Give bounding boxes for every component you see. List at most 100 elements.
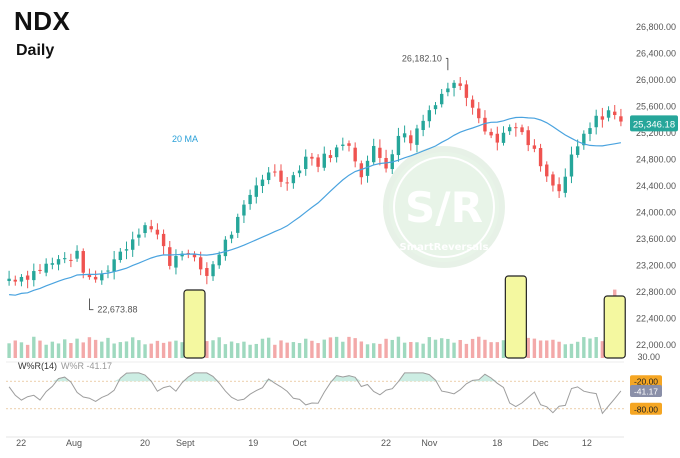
wr-current-badge	[630, 384, 662, 397]
volume-bar	[532, 338, 537, 358]
candle-body	[198, 257, 203, 270]
candle-body	[106, 270, 110, 272]
candle-body	[470, 99, 475, 108]
volume-bar	[310, 340, 314, 358]
candle-body	[304, 156, 308, 170]
volume-bar	[285, 342, 289, 358]
candle-body	[483, 117, 487, 132]
volume-bar	[557, 341, 561, 358]
williams-r-pane	[6, 372, 624, 415]
y-tick-label: 23,600.00	[636, 234, 676, 244]
candle-body	[279, 170, 283, 182]
volume-bar	[359, 341, 364, 358]
volume-bar	[334, 336, 339, 358]
candle-body	[63, 258, 67, 260]
volume-bar	[266, 337, 271, 358]
volume-bar	[347, 336, 351, 358]
candle-body	[458, 83, 462, 86]
candle-body	[223, 239, 228, 257]
x-tick-label: Sept	[176, 438, 195, 448]
candle-body	[44, 263, 48, 273]
candle-body	[347, 143, 351, 146]
volume-bar	[538, 340, 543, 358]
candle-body	[507, 127, 512, 132]
price-annotations: 26,182.10 22,673.88	[89, 53, 449, 315]
wr-lower-badge	[630, 402, 662, 415]
candle-body	[545, 164, 549, 177]
candle-body	[538, 148, 543, 167]
watermark-brand: SmartReversals	[400, 242, 489, 253]
candle-body	[56, 259, 61, 265]
chart-title: NDX	[14, 6, 71, 36]
x-tick-label: 20	[140, 438, 150, 448]
volume-bar	[421, 343, 425, 358]
volume-bar	[112, 343, 116, 358]
volume-bar	[545, 340, 549, 358]
volume-bar	[7, 343, 11, 358]
candle-body	[439, 93, 444, 105]
volume-bar	[38, 340, 42, 358]
x-tick-label: 18	[492, 438, 502, 448]
volume-bar	[390, 339, 394, 358]
volume-bar	[328, 337, 333, 358]
volume-bar	[575, 341, 580, 358]
candle-body	[236, 216, 240, 233]
last-price-badge	[630, 115, 678, 132]
volume-bar	[409, 341, 413, 358]
volume-bar	[526, 337, 530, 358]
candle-body	[25, 275, 30, 280]
volume-bar	[433, 339, 438, 358]
volume-bar	[477, 336, 481, 358]
candle-body	[254, 185, 258, 197]
candle-body	[526, 130, 530, 146]
volume-bar	[44, 344, 48, 358]
candle-body	[477, 108, 481, 119]
volume-bar	[223, 344, 228, 358]
candle-body	[613, 111, 617, 115]
candle-body	[205, 268, 209, 276]
low-label: 22,673.88	[97, 305, 137, 315]
candle-body	[124, 249, 129, 251]
candle-body	[161, 233, 166, 247]
volume-bar	[297, 343, 302, 358]
x-tick-label: 22	[16, 438, 26, 448]
candle-body	[421, 120, 425, 131]
candle-body	[489, 131, 493, 136]
candle-body	[415, 128, 419, 145]
volume-bar	[489, 342, 493, 358]
volume-bar	[569, 343, 574, 358]
candle-body	[452, 82, 456, 88]
candle-body	[50, 263, 55, 265]
volume-bar	[93, 339, 98, 358]
wr-axis-top-label: 30.00	[637, 352, 660, 362]
volume-bar	[168, 341, 172, 358]
volume-bar	[273, 344, 277, 358]
candle-body	[316, 157, 320, 167]
volume-bar	[205, 341, 209, 358]
candle-body	[563, 176, 567, 193]
x-tick-label: Oct	[293, 438, 308, 448]
candle-body	[501, 132, 506, 143]
candle-body	[446, 88, 450, 93]
volume-bar	[229, 341, 234, 358]
candle-body	[310, 156, 314, 159]
volume-bar	[143, 344, 147, 358]
candle-body	[155, 229, 160, 235]
volume-bar	[248, 344, 252, 358]
volume-bar	[594, 337, 598, 358]
volume-bar	[588, 338, 592, 358]
candle-body	[594, 115, 598, 128]
candle-body	[600, 116, 605, 120]
candle-body	[7, 278, 11, 282]
candle-body	[192, 254, 197, 258]
volume-bar	[458, 339, 462, 358]
volume-bar	[217, 337, 221, 358]
candle-body	[334, 147, 339, 158]
y-tick-label: 22,400.00	[636, 313, 676, 323]
volume-bar	[322, 339, 326, 358]
candle-body	[372, 145, 376, 163]
volume-bar	[236, 343, 240, 358]
volume-bar	[427, 337, 432, 358]
